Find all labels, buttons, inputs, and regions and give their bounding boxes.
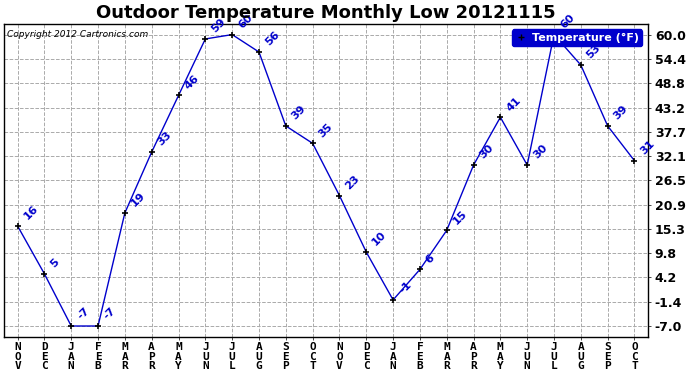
- Text: 53: 53: [585, 43, 603, 61]
- Text: 41: 41: [504, 95, 522, 113]
- Text: 56: 56: [263, 30, 281, 48]
- Title: Outdoor Temperature Monthly Low 20121115: Outdoor Temperature Monthly Low 20121115: [96, 4, 556, 22]
- Text: 30: 30: [477, 143, 495, 161]
- Text: 59: 59: [210, 17, 228, 35]
- Text: Copyright 2012 Cartronics.com: Copyright 2012 Cartronics.com: [8, 30, 148, 39]
- Text: 31: 31: [639, 139, 657, 156]
- Text: 5: 5: [48, 257, 61, 270]
- Text: 39: 39: [612, 104, 630, 122]
- Text: -1: -1: [397, 280, 413, 296]
- Text: 60: 60: [558, 12, 576, 30]
- Text: 39: 39: [290, 104, 308, 122]
- Text: 15: 15: [451, 208, 469, 226]
- Text: 35: 35: [317, 121, 335, 139]
- Text: 33: 33: [156, 130, 174, 148]
- Text: 60: 60: [236, 12, 255, 30]
- Text: 16: 16: [22, 204, 40, 222]
- Text: 23: 23: [344, 173, 362, 191]
- Text: 10: 10: [371, 230, 388, 248]
- Text: -7: -7: [75, 306, 91, 322]
- Text: 6: 6: [424, 253, 437, 265]
- Text: 46: 46: [183, 73, 201, 92]
- Legend: Temperature (°F): Temperature (°F): [512, 29, 642, 46]
- Text: -7: -7: [102, 306, 118, 322]
- Text: 30: 30: [531, 143, 549, 161]
- Text: 19: 19: [129, 190, 147, 209]
